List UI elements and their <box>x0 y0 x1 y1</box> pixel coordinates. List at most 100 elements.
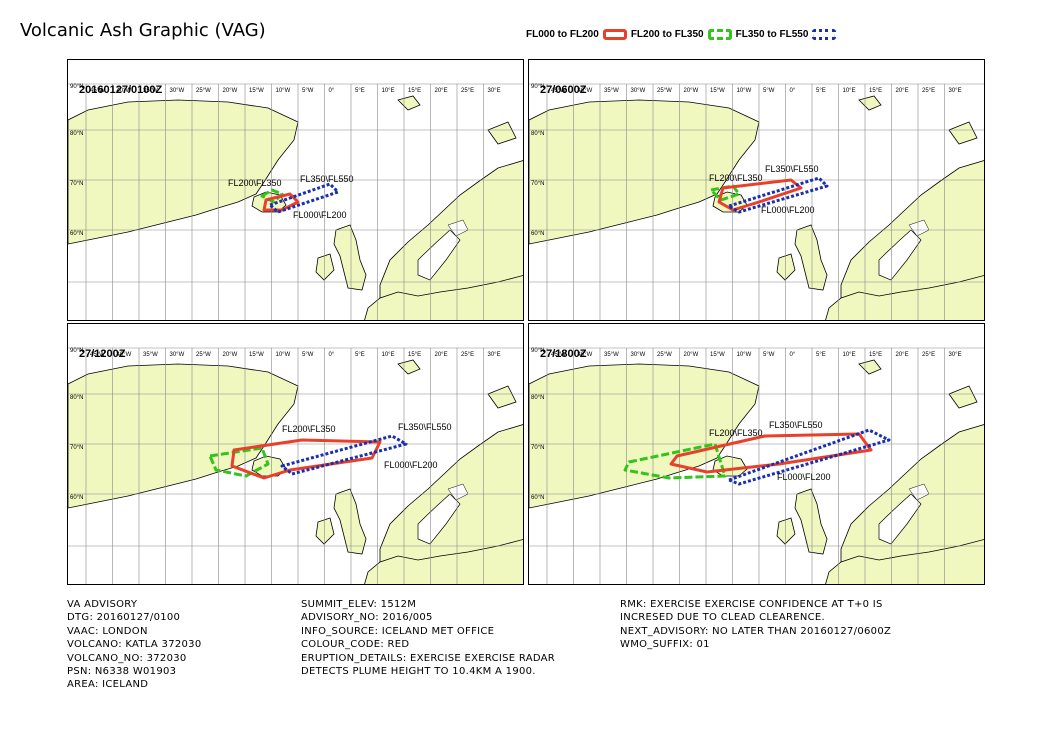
map-panel-4[interactable]: 45°W 40°W 35°W 30°W 25°W 20°W 15°W 10°W 5°W 0° 5°E… <box>528 323 985 585</box>
panel-time-4: 27/1800Z <box>540 348 587 360</box>
lat-label: 70°N <box>70 445 83 451</box>
map-canvas-1: 45°W 40°W 35°W 30°W 25°W 20°W 15°W 10°W 5°W 0° 5°E… <box>68 60 523 320</box>
lat-label: 70°N <box>531 445 544 451</box>
map-canvas-2: 45°W 40°W 35°W 30°W 25°W 20°W 15°W 10°W 5°W 0° 5°E… <box>529 60 984 320</box>
map-canvas-4: 45°W 40°W 35°W 30°W 25°W 20°W 15°W 10°W 5°W 0° 5°E… <box>529 324 984 584</box>
panel-time-3: 27/1200Z <box>79 348 126 360</box>
legend-label-fl350-fl550: FL350 to FL550 <box>735 28 809 40</box>
lon-label: 30°W <box>631 352 646 358</box>
lon-label: 5°E <box>355 88 365 94</box>
ash-area-fl200-fl350 <box>208 446 270 478</box>
ash-level-label: FL200\FL350 <box>228 178 282 188</box>
novaya-zemlya-landmass <box>948 121 978 145</box>
lon-label: 10°E <box>843 352 856 358</box>
ash-level-label: FL350\FL550 <box>398 422 452 432</box>
lon-label: 40°W <box>578 352 593 358</box>
lon-label: 35°W <box>143 352 158 358</box>
greenland-landmass <box>529 363 760 509</box>
lat-label: 80°N <box>531 131 544 137</box>
lon-label: 10°W <box>276 88 291 94</box>
lat-label: 80°N <box>70 131 83 137</box>
page-title: Volcanic Ash Graphic (VAG) <box>20 20 266 41</box>
legend-label-fl000-fl200: FL000 to FL200 <box>526 28 599 40</box>
lon-label: 25°E <box>461 88 474 94</box>
advisory-line: AREA: ICELAND <box>67 679 149 691</box>
map-canvas-3: 45°W 40°W 35°W 30°W 25°W 20°W 15°W 10°W 5°W 0° 5°E… <box>68 324 523 584</box>
ash-level-label: FL200\FL350 <box>709 428 763 438</box>
lon-label: 30°E <box>488 88 501 94</box>
advisory-line: INFO_SOURCE: ICELAND MET OFFICE <box>301 625 495 637</box>
lon-label: 20°E <box>896 352 909 358</box>
advisory-line: VOLCANO_NO: 372030 <box>67 652 187 664</box>
lon-label: 5°W <box>302 88 314 94</box>
lon-label: 40°W <box>578 88 593 94</box>
advisory-line: COLOUR_CODE: RED <box>301 639 410 651</box>
britain-landmass <box>794 488 828 555</box>
advisory-col-1: VA ADVISORY DTG: 20160127/0100 VAAC: LON… <box>67 598 202 692</box>
lat-label: 90°N <box>70 348 83 354</box>
lon-label: 45°W <box>551 88 566 94</box>
lon-label: 5°W <box>763 88 775 94</box>
lon-label: 10°W <box>737 352 752 358</box>
ash-area-fl000-fl200 <box>717 178 803 212</box>
advisory-line: SUMMIT_ELEV: 1512M <box>301 599 417 610</box>
advisory-line: VOLCANO: KATLA 372030 <box>67 639 202 651</box>
lon-label: 5°W <box>763 352 775 358</box>
lon-label: 10°W <box>276 352 291 358</box>
greenland-landmass <box>68 363 299 509</box>
advisory-line: NEXT_ADVISORY: NO LATER THAN 20160127/06… <box>620 625 892 637</box>
lon-label: 15°W <box>710 88 725 94</box>
ireland-landmass <box>315 253 335 281</box>
ash-area-fl200-fl350 <box>623 442 727 480</box>
lon-label: 35°W <box>143 88 158 94</box>
advisory-line: PSN: N6338 W01903 <box>67 666 177 678</box>
lon-label: 15°W <box>710 352 725 358</box>
advisory-line: VA ADVISORY <box>67 599 138 610</box>
lon-label: 25°E <box>922 88 935 94</box>
lon-label: 5°E <box>355 352 365 358</box>
lon-label: 45°W <box>90 88 105 94</box>
lon-label: 5°E <box>816 352 826 358</box>
map-panel-2[interactable]: 45°W 40°W 35°W 30°W 25°W 20°W 15°W 10°W 5°W 0° 5°E… <box>528 59 985 321</box>
legend-swatch-fl200-fl350 <box>707 28 732 40</box>
lon-label: 20°W <box>223 352 238 358</box>
svalbard-landmass <box>397 95 421 111</box>
britain-landmass <box>333 488 367 555</box>
ash-area-fl000-fl200 <box>669 432 873 474</box>
advisory-line: VAAC: LONDON <box>67 625 148 637</box>
legend-label-fl200-fl350: FL200 to FL350 <box>630 28 704 40</box>
lon-label: 20°W <box>684 88 699 94</box>
ash-level-label: FL350\FL550 <box>300 174 354 184</box>
svalbard-landmass <box>858 95 882 111</box>
lon-label: 15°E <box>869 88 882 94</box>
baltic-sea <box>878 229 922 281</box>
ash-area-fl350-fl550 <box>280 434 408 476</box>
lon-label: 0° <box>790 88 796 94</box>
lon-label: 20°W <box>684 352 699 358</box>
lat-label: 60°N <box>531 231 544 237</box>
panel-time-2: 27/0600Z <box>540 84 587 96</box>
lon-label: 15°W <box>249 352 264 358</box>
lon-label: 25°W <box>196 88 211 94</box>
lon-label: 20°E <box>435 352 448 358</box>
lon-label: 30°E <box>949 88 962 94</box>
lon-label: 10°W <box>737 88 752 94</box>
lon-label: 25°W <box>657 352 672 358</box>
map-panel-1[interactable]: 45°W 40°W 35°W 30°W 25°W 20°W 15°W 10°W 5°W 0° 5°E… <box>67 59 524 321</box>
lon-label: 30°E <box>488 352 501 358</box>
novaya-zemlya-landmass <box>487 385 517 409</box>
lon-label: 40°W <box>117 88 132 94</box>
baltic-sea <box>878 493 922 545</box>
ash-level-label: FL350\FL550 <box>769 420 823 430</box>
advisory-col-3: RMK: EXERCISE EXERCISE CONFIDENCE AT T+0… <box>620 598 891 652</box>
lat-label: 60°N <box>70 495 83 501</box>
lon-label: 15°E <box>408 352 421 358</box>
ash-level-label: FL000\FL200 <box>761 205 815 215</box>
lon-label: 15°W <box>249 88 264 94</box>
lon-label: 20°E <box>896 88 909 94</box>
map-panel-3[interactable]: 45°W 40°W 35°W 30°W 25°W 20°W 15°W 10°W 5°W 0° 5°E… <box>67 323 524 585</box>
lat-label: 60°N <box>70 231 83 237</box>
lon-label: 0° <box>329 88 335 94</box>
britain-landmass <box>333 224 367 291</box>
lon-label: 30°E <box>949 352 962 358</box>
